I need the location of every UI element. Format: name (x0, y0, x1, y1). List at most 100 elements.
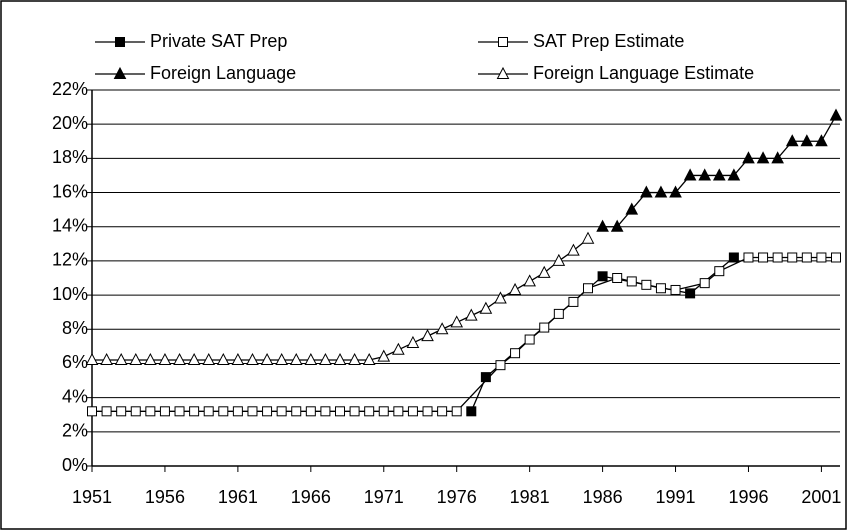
data-point (85, 352, 99, 366)
data-point (683, 168, 697, 181)
data-point (610, 219, 624, 232)
data-point (275, 352, 288, 366)
x-tick-label: 1996 (728, 487, 768, 507)
y-tick-label: 0% (62, 455, 88, 475)
x-tick-label: 1991 (656, 487, 696, 507)
data-point (581, 231, 595, 244)
data-point (262, 406, 273, 417)
data-point (670, 284, 681, 295)
data-point (203, 406, 214, 417)
data-point (174, 406, 185, 417)
x-tick-label: 1961 (218, 487, 258, 507)
data-point (685, 288, 696, 299)
legend-marker (113, 66, 127, 79)
y-tick-label: 22% (52, 79, 88, 99)
data-point (785, 134, 799, 147)
data-point (101, 406, 112, 417)
y-tick-label: 14% (52, 215, 88, 235)
x-tick-label: 1981 (510, 487, 550, 507)
legend-label: Foreign Language Estimate (533, 63, 754, 83)
data-point (247, 406, 258, 417)
data-point (508, 282, 522, 295)
data-point (567, 243, 580, 256)
data-point (612, 273, 623, 283)
data-point (377, 349, 391, 362)
legend-label: Foreign Language (150, 63, 296, 83)
data-point (260, 352, 274, 366)
data-point (87, 406, 97, 417)
data-point (758, 252, 769, 263)
legend-marker (115, 37, 125, 47)
data-point (421, 329, 434, 342)
data-point (276, 406, 287, 417)
data-point (641, 279, 652, 290)
data-point (480, 372, 491, 383)
data-point (451, 406, 462, 417)
data-point (246, 352, 259, 366)
data-point (218, 406, 229, 417)
data-point (216, 352, 230, 366)
data-point (435, 322, 449, 335)
data-point (669, 185, 682, 198)
x-tick-label: 1971 (364, 487, 404, 507)
data-point (831, 252, 841, 263)
data-point (189, 406, 200, 417)
data-point (130, 406, 141, 417)
y-tick-label: 6% (62, 352, 88, 372)
data-point (655, 283, 666, 294)
data-point (800, 134, 814, 147)
x-tick-label: 1986 (583, 487, 623, 507)
x-tick-label: 1956 (145, 487, 185, 507)
data-point (305, 406, 316, 417)
data-point (771, 151, 784, 164)
x-tick-label: 1951 (72, 487, 112, 507)
data-point (816, 252, 827, 263)
data-point (333, 352, 347, 366)
legend-marker (498, 37, 508, 47)
data-point (714, 266, 725, 277)
y-tick-label: 12% (52, 250, 88, 270)
data-point (625, 202, 639, 215)
data-point (698, 168, 712, 181)
data-point (583, 283, 593, 294)
data-point (129, 352, 143, 366)
y-tick-label: 10% (52, 284, 88, 304)
data-point (654, 185, 668, 198)
data-point (145, 406, 156, 417)
y-tick-label: 8% (62, 318, 88, 338)
data-point (187, 352, 201, 366)
data-point (466, 406, 477, 417)
data-point (510, 348, 521, 359)
data-point (524, 334, 535, 345)
y-tick-label: 2% (62, 421, 88, 441)
data-point (362, 352, 376, 366)
data-point (728, 252, 739, 263)
data-point (100, 352, 113, 366)
data-point (712, 168, 726, 181)
data-point (829, 108, 843, 121)
data-point (464, 308, 478, 321)
data-point (319, 352, 332, 366)
data-point (815, 134, 828, 147)
data-point (378, 406, 389, 417)
legend-label: Private SAT Prep (150, 31, 287, 51)
data-point (479, 301, 493, 314)
x-tick-label: 2001 (801, 487, 841, 507)
data-point (291, 406, 302, 417)
data-point (348, 352, 361, 366)
data-point (626, 276, 637, 287)
data-point (304, 352, 318, 366)
data-point (539, 322, 550, 333)
data-point (801, 252, 812, 263)
data-point (699, 278, 710, 289)
data-point (289, 352, 303, 366)
data-point (450, 315, 464, 328)
data-point (727, 168, 741, 181)
data-point (392, 342, 405, 355)
data-point (114, 352, 128, 366)
data-point (232, 406, 243, 417)
data-point (787, 252, 798, 263)
x-tick-label: 1976 (437, 487, 477, 507)
